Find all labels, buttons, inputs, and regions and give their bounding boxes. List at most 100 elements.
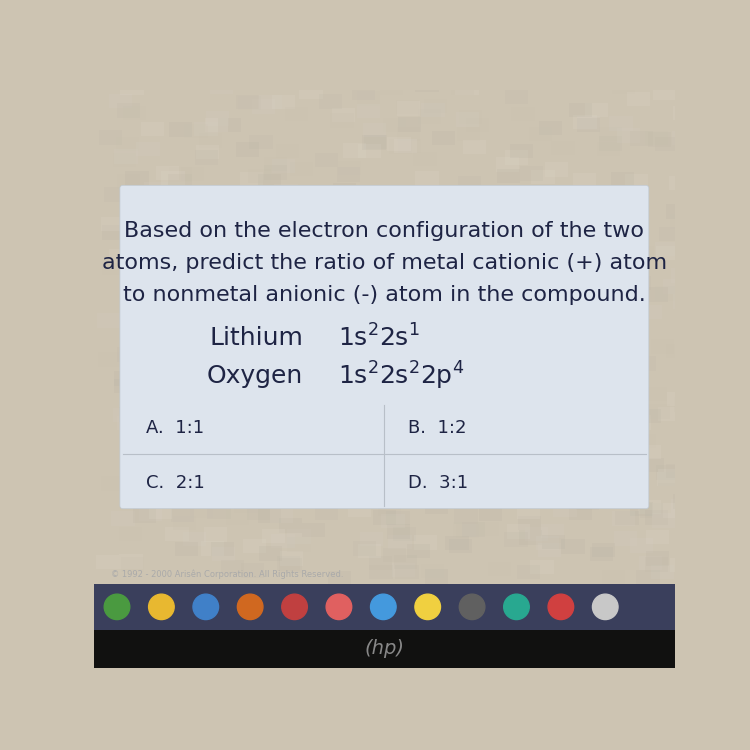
- Bar: [363, 123, 386, 137]
- Bar: [599, 136, 622, 151]
- Bar: [608, 337, 631, 351]
- Bar: [614, 531, 637, 545]
- Bar: [430, 296, 454, 310]
- Bar: [566, 245, 589, 260]
- Bar: [567, 332, 590, 346]
- Bar: [542, 535, 566, 549]
- Bar: [515, 225, 538, 240]
- Bar: [194, 122, 217, 136]
- Bar: [161, 484, 184, 499]
- Bar: [572, 202, 595, 216]
- Bar: [308, 363, 332, 377]
- Bar: [330, 295, 353, 309]
- Bar: [670, 558, 693, 572]
- Bar: [507, 524, 530, 538]
- Bar: [421, 563, 444, 578]
- Bar: [300, 314, 323, 328]
- Bar: [238, 409, 261, 423]
- Bar: [542, 220, 566, 234]
- Bar: [466, 215, 489, 229]
- Bar: [645, 510, 668, 524]
- Bar: [394, 260, 417, 274]
- Bar: [629, 131, 652, 146]
- Bar: [326, 442, 349, 457]
- Bar: [260, 546, 283, 561]
- Bar: [113, 371, 136, 386]
- Bar: [526, 284, 549, 298]
- Bar: [194, 368, 217, 383]
- Bar: [627, 92, 650, 106]
- Bar: [384, 463, 407, 478]
- Bar: [424, 98, 447, 113]
- Bar: [655, 136, 678, 151]
- Bar: [417, 413, 440, 428]
- Bar: [394, 404, 418, 418]
- Bar: [247, 506, 270, 520]
- Bar: [117, 416, 140, 430]
- Bar: [598, 127, 622, 141]
- Bar: [658, 469, 681, 484]
- Text: (hp): (hp): [364, 639, 404, 658]
- Bar: [409, 263, 432, 278]
- Bar: [290, 478, 314, 493]
- Bar: [469, 214, 492, 229]
- Bar: [590, 547, 613, 562]
- Bar: [123, 106, 146, 120]
- Bar: [148, 504, 172, 519]
- Bar: [651, 565, 674, 579]
- Bar: [557, 456, 580, 470]
- Bar: [466, 118, 489, 132]
- Bar: [110, 94, 133, 109]
- Bar: [447, 406, 470, 420]
- Bar: [397, 101, 420, 116]
- Bar: [670, 268, 694, 283]
- Bar: [551, 140, 574, 155]
- Bar: [387, 524, 410, 538]
- Bar: [604, 474, 628, 488]
- Bar: [478, 507, 502, 521]
- Bar: [369, 556, 392, 571]
- Bar: [575, 194, 598, 208]
- Bar: [466, 481, 490, 495]
- Bar: [554, 503, 577, 517]
- Bar: [397, 127, 420, 142]
- Bar: [538, 121, 562, 135]
- Bar: [377, 309, 400, 323]
- Bar: [97, 313, 120, 328]
- Bar: [134, 488, 158, 502]
- Bar: [480, 428, 503, 442]
- Bar: [124, 354, 148, 368]
- Bar: [541, 524, 564, 538]
- Bar: [387, 356, 410, 370]
- Bar: [354, 218, 377, 232]
- Text: B.  1:2: B. 1:2: [408, 419, 466, 436]
- Bar: [141, 122, 164, 136]
- Bar: [251, 100, 274, 114]
- Bar: [626, 480, 650, 494]
- Bar: [132, 454, 155, 470]
- Bar: [114, 379, 137, 393]
- Bar: [638, 445, 662, 460]
- Bar: [459, 110, 482, 124]
- Bar: [577, 424, 600, 439]
- Bar: [670, 214, 693, 229]
- Bar: [110, 249, 133, 263]
- Bar: [577, 385, 600, 400]
- Bar: [454, 509, 478, 524]
- Bar: [520, 166, 543, 181]
- Bar: [280, 551, 303, 566]
- Bar: [557, 353, 580, 368]
- Bar: [220, 190, 243, 205]
- Bar: [447, 417, 470, 431]
- Bar: [645, 287, 668, 302]
- Bar: [358, 200, 381, 214]
- Bar: [261, 214, 284, 229]
- Bar: [510, 475, 533, 489]
- Bar: [488, 289, 512, 304]
- Bar: [322, 217, 345, 232]
- Bar: [546, 428, 569, 443]
- Bar: [315, 506, 338, 520]
- Bar: [613, 492, 636, 506]
- Bar: [143, 470, 166, 484]
- Bar: [397, 274, 420, 288]
